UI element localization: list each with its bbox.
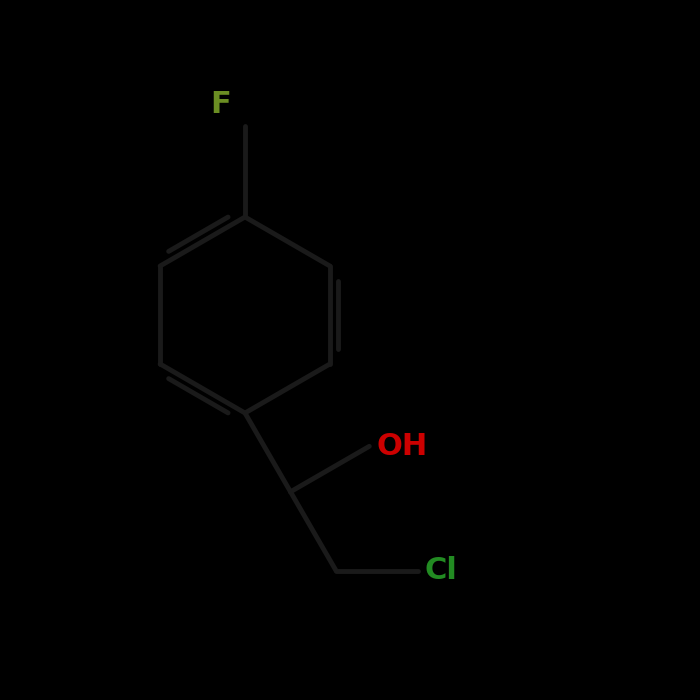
Text: OH: OH [377, 432, 428, 461]
Text: Cl: Cl [425, 556, 458, 585]
Text: F: F [210, 90, 231, 119]
